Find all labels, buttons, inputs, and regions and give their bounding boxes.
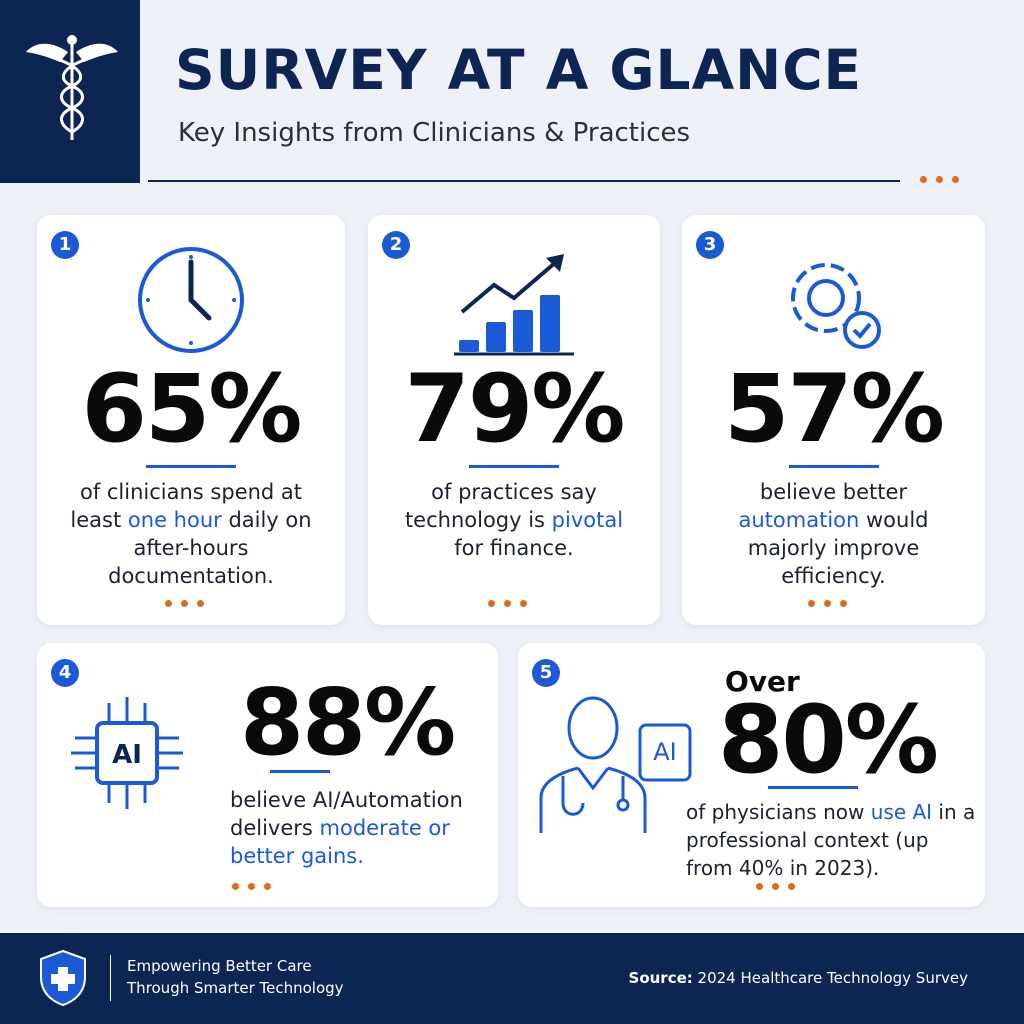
source-label: Source:: [628, 969, 693, 987]
card: 2 79% of practices say technology is piv…: [368, 215, 660, 625]
card: 1 65% of clinicians spend at least one h…: [37, 215, 345, 625]
description: of practices say technology is pivotal f…: [390, 478, 638, 562]
dots: [232, 883, 271, 890]
highlight-text: use AI: [870, 800, 933, 824]
card: 4 AI 88% believe AI/Automation delivers …: [37, 643, 498, 907]
dots: [165, 600, 204, 607]
description-text: of physicians now: [686, 800, 871, 824]
card: 3 57% believe better automation would ma…: [682, 215, 985, 625]
shield-icon: [40, 949, 86, 1007]
underline: [146, 465, 236, 468]
title: SURVEY AT A GLANCE: [175, 38, 863, 102]
tagline-line: Empowering Better Care: [127, 957, 312, 975]
description-text: believe AI/Automation delivers: [230, 788, 463, 840]
underline: [270, 770, 330, 773]
growth-icon: [454, 254, 574, 356]
highlight-text: pivotal: [551, 508, 624, 532]
description-text: of practices say technology is: [404, 480, 597, 532]
gear-icon: [790, 263, 881, 349]
stat: 57%: [724, 355, 945, 464]
description-text: for finance.: [454, 536, 574, 560]
card: 5 AI Over 80% of physicians now use AI i…: [518, 643, 985, 907]
badge: 3: [696, 231, 724, 259]
stat: 79%: [404, 355, 626, 464]
subtitle: Key Insights from Clinicians & Practices: [178, 118, 691, 148]
description-text: in a professional context (up from 40% i…: [686, 800, 976, 880]
doctor-icon: AI: [539, 696, 692, 833]
description: believe AI/Automation delivers moderate …: [230, 786, 485, 870]
description-text: would majorly improve efficiency.: [747, 508, 929, 588]
clock-icon: [138, 247, 244, 353]
header-logo: [0, 0, 140, 183]
description: of clinicians spend at least one hour da…: [59, 478, 323, 590]
badge: 2: [382, 231, 410, 259]
icon-label: AI: [112, 740, 142, 770]
highlight-text: moderate or better gains.: [230, 816, 450, 868]
tagline: Empowering Better Care Through Smarter T…: [127, 955, 344, 999]
source: Source: 2024 Healthcare Technology Surve…: [629, 969, 968, 987]
highlight-text: automation: [738, 508, 860, 532]
description: of physicians now use AI in a profession…: [686, 798, 976, 882]
dots: [920, 176, 959, 183]
description-text: believe better: [759, 480, 908, 504]
caduceus-icon: [26, 35, 118, 140]
description-text: daily on after-hours documentation.: [108, 508, 312, 588]
highlight-text: one hour: [127, 508, 222, 532]
footer-divider: [110, 955, 111, 1001]
description: believe better automation would majorly …: [704, 478, 963, 590]
source-text: 2024 Healthcare Technology Survey: [697, 969, 968, 987]
underline: [768, 786, 858, 789]
badge: 4: [51, 659, 79, 687]
badge: 5: [532, 659, 560, 687]
underline: [788, 465, 879, 468]
icon-label: AI: [653, 738, 677, 766]
description-text: of clinicians spend at least: [70, 480, 303, 532]
footer: Empowering Better Care Through Smarter T…: [0, 933, 1024, 1024]
dots: [488, 600, 527, 607]
badge: 1: [51, 231, 79, 259]
tagline-line: Through Smarter Technology: [127, 979, 344, 997]
divider: [148, 180, 900, 182]
chip-icon: AI: [71, 697, 183, 809]
underline: [469, 465, 559, 468]
stat: 88%: [240, 669, 456, 776]
stat-prefix: Over: [725, 665, 800, 698]
dots: [807, 600, 847, 607]
dots: [756, 883, 795, 890]
stat: 80%: [718, 686, 939, 795]
stat: 65%: [81, 355, 303, 464]
